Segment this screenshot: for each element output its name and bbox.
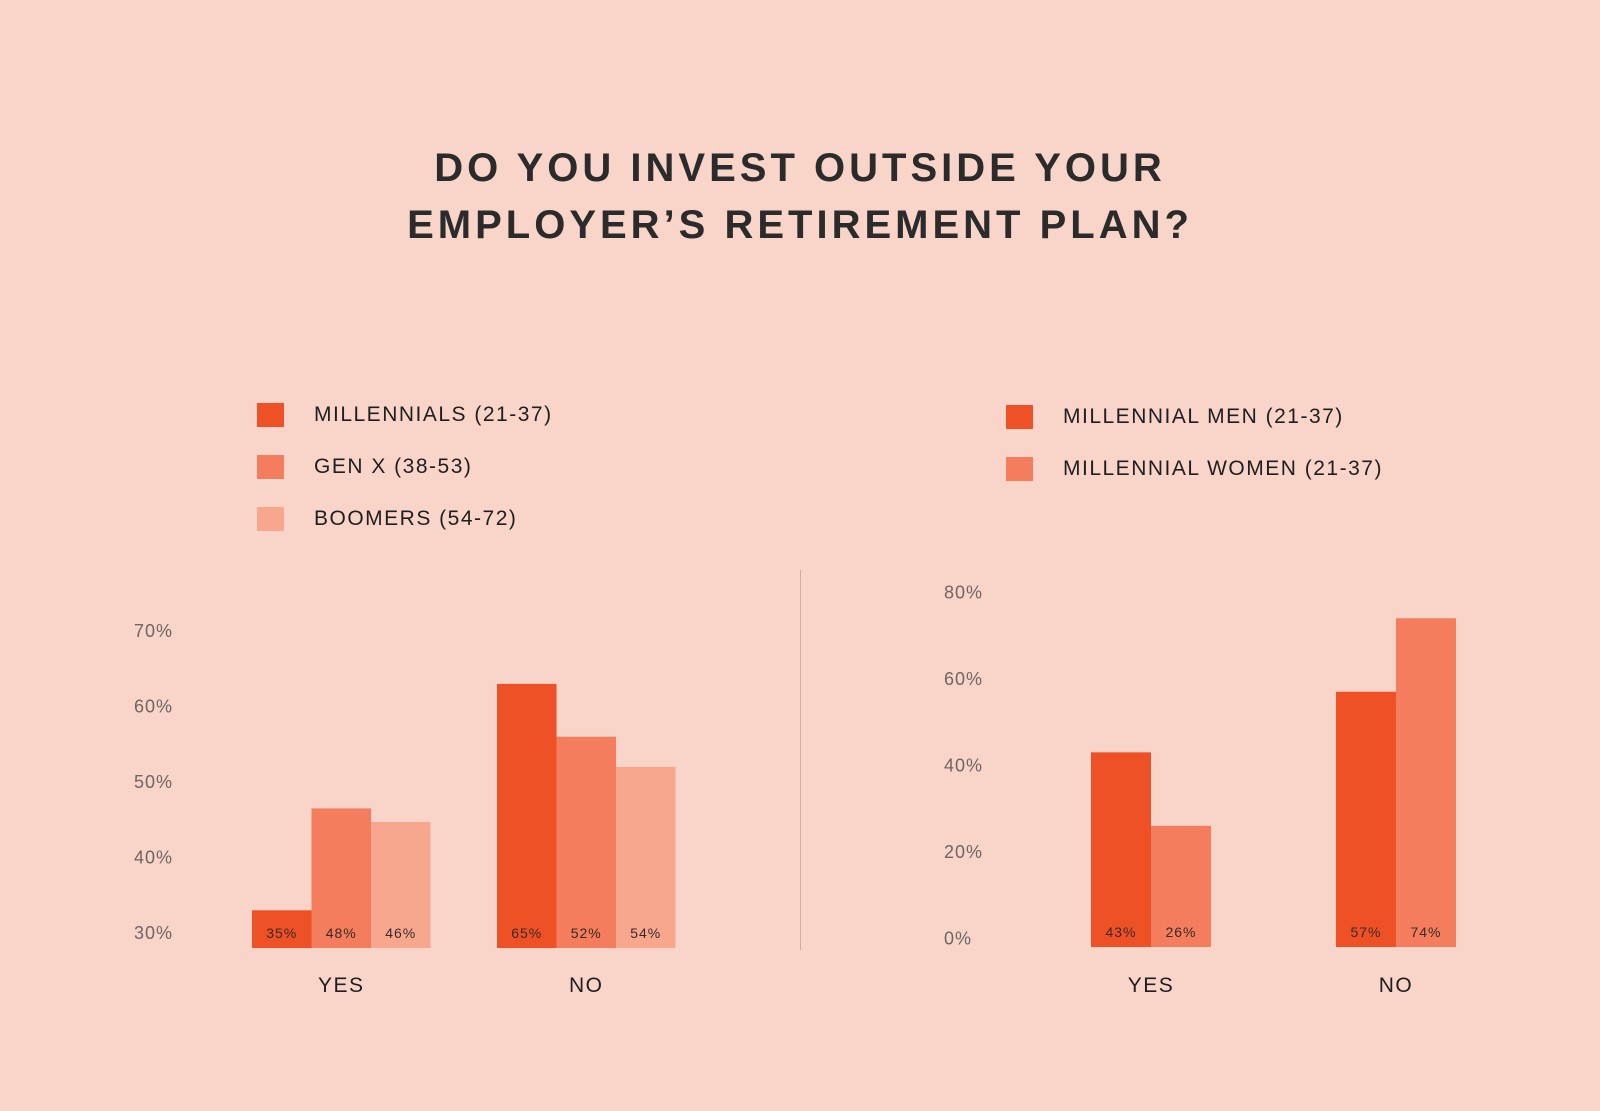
x-category-label: YES xyxy=(318,974,365,997)
y-tick-label: 40% xyxy=(134,847,173,867)
y-tick-label: 70% xyxy=(134,621,173,641)
title-line-1: DO YOU INVEST OUTSIDE YOUR xyxy=(434,146,1166,190)
bar-no-millennials-21-37 xyxy=(497,683,557,948)
data-label: 48% xyxy=(326,925,357,941)
data-label: 65% xyxy=(511,925,542,941)
y-tick-label: 50% xyxy=(134,772,173,792)
legend-label-gen-x: GEN X (38-53) xyxy=(314,455,473,478)
chart-millennial-gender: 0% 20% 40% 60% 80% 43% 26% YES 57% 74% NO xyxy=(944,582,1456,997)
y-tick-label: 80% xyxy=(944,582,983,602)
y-tick-label: 60% xyxy=(944,669,983,689)
data-label: 52% xyxy=(571,925,602,941)
title-line-2: EMPLOYER’S RETIREMENT PLAN? xyxy=(407,203,1193,247)
bar-yes-millennial-women-21-37 xyxy=(1151,825,1211,947)
chart-divider xyxy=(800,570,801,950)
legend-swatch-millennial-men xyxy=(1006,405,1033,429)
bar-yes-millennials-21-37 xyxy=(252,910,312,948)
y-tick-label: 20% xyxy=(944,842,983,862)
data-label: 57% xyxy=(1350,924,1381,940)
y-tick-label: 60% xyxy=(134,697,173,717)
x-category-label: NO xyxy=(569,974,604,997)
x-category-label: NO xyxy=(1379,974,1414,997)
legend-swatch-millennials xyxy=(257,403,284,427)
bar-no-gen-x-38-53 xyxy=(556,736,616,948)
data-label: 74% xyxy=(1410,924,1441,940)
data-label: 46% xyxy=(385,925,416,941)
bar-no-boomers-54-72 xyxy=(616,766,676,948)
data-label: 54% xyxy=(630,925,661,941)
y-tick-label: 40% xyxy=(944,755,983,775)
page-title: DO YOU INVEST OUTSIDE YOUR EMPLOYER’S RE… xyxy=(0,140,1600,254)
legend-label-millennial-women: MILLENNIAL WOMEN (21-37) xyxy=(1063,457,1383,480)
x-category-label: YES xyxy=(1128,974,1175,997)
y-tick-label: 30% xyxy=(134,923,173,943)
bar-yes-millennial-men-21-37 xyxy=(1091,752,1151,947)
bar-no-millennial-men-21-37 xyxy=(1336,691,1396,947)
legend-swatch-boomers xyxy=(257,507,284,531)
chart-generations: 30% 40% 50% 60% 70% 35% 48% 46% YES 65% 52% 54% NO xyxy=(134,621,676,997)
legend-label-millennial-men: MILLENNIAL MEN (21-37) xyxy=(1063,405,1344,428)
data-label: 26% xyxy=(1165,924,1196,940)
bar-yes-gen-x-38-53 xyxy=(311,808,371,948)
legend-swatch-millennial-women xyxy=(1006,457,1033,481)
y-tick-label: 0% xyxy=(944,928,972,948)
data-label: 43% xyxy=(1105,924,1136,940)
data-label: 35% xyxy=(266,925,297,941)
bar-yes-boomers-54-72 xyxy=(371,821,431,948)
legend-swatch-gen-x xyxy=(257,455,284,479)
legend-label-millennials: MILLENNIALS (21-37) xyxy=(314,403,553,426)
bar-no-millennial-women-21-37 xyxy=(1396,618,1456,947)
legend-label-boomers: BOOMERS (54-72) xyxy=(314,507,518,530)
